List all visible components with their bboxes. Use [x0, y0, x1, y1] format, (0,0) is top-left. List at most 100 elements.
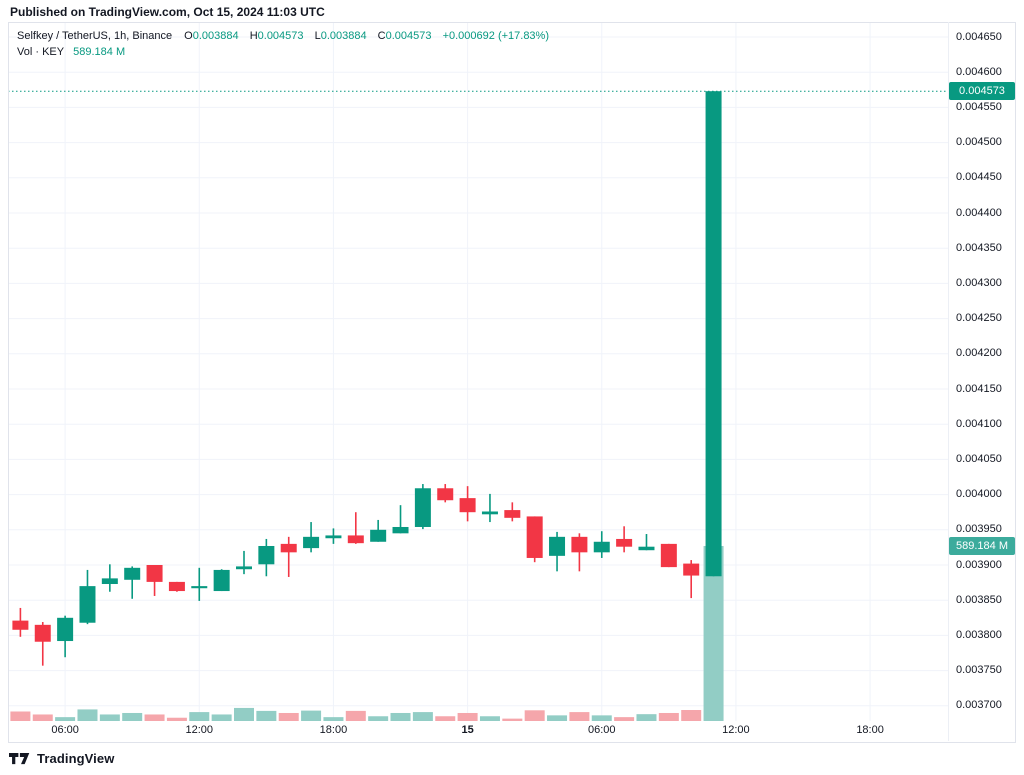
- price-tick-label: 0.004300: [956, 276, 1002, 289]
- price-axis-separator: [948, 22, 949, 741]
- candle-body: [213, 569, 230, 592]
- date-tick-label: 15: [461, 724, 474, 736]
- candle-body: [236, 566, 252, 570]
- tradingview-footer: TradingView: [9, 751, 114, 766]
- time-tick-label: 18:00: [856, 724, 884, 736]
- volume-bar: [144, 714, 165, 721]
- volume-badge: 589.184 M: [949, 537, 1015, 555]
- candle-body: [593, 541, 610, 553]
- open-value: 0.003884: [192, 30, 239, 42]
- volume-bar: [569, 712, 590, 721]
- volume-bar: [211, 714, 232, 721]
- volume-bar: [591, 715, 612, 721]
- time-tick-label: 18:00: [319, 724, 348, 736]
- chart-legend: Selfkey / TetherUS, 1h, Binance O0.00388…: [17, 28, 549, 60]
- volume-bar: [301, 710, 322, 721]
- candle-body: [437, 488, 454, 501]
- candle-body: [683, 563, 700, 576]
- price-tick-label: 0.004500: [956, 136, 1002, 149]
- candle-body: [504, 510, 521, 518]
- close-label: C: [377, 30, 386, 42]
- time-tick-label: 06:00: [51, 724, 79, 736]
- candle-body: [258, 545, 275, 565]
- candle-body: [146, 565, 163, 582]
- candle-body: [303, 536, 320, 549]
- low-value: 0.003884: [320, 30, 367, 42]
- volume-bar: [658, 712, 679, 721]
- candle-body: [481, 511, 498, 515]
- volume-bar: [234, 707, 254, 721]
- close-value: 0.004573: [385, 30, 432, 42]
- candle-body: [616, 538, 633, 547]
- candle-body: [101, 578, 118, 585]
- candle-body: [34, 624, 51, 642]
- legend-row-volume: Vol · KEY 589.184 M: [17, 44, 549, 60]
- price-tick-label: 0.003700: [956, 699, 1002, 712]
- volume-bar: [524, 710, 545, 721]
- volume-bar: [368, 716, 389, 721]
- volume-bar: [390, 712, 411, 721]
- candle-body: [526, 516, 543, 558]
- candle-body: [392, 526, 409, 534]
- price-tick-label: 0.003750: [956, 664, 1002, 677]
- symbol-title: Selfkey / TetherUS, 1h, Binance: [17, 30, 173, 42]
- price-tick-label: 0.003850: [956, 593, 1002, 606]
- volume-bar: [278, 712, 299, 721]
- price-tick-label: 0.004650: [956, 30, 1002, 43]
- price-tick-label: 0.003900: [956, 558, 1002, 571]
- volume-bar: [189, 712, 210, 721]
- time-tick-label: 06:00: [587, 724, 616, 736]
- time-tick-label: 12:00: [185, 724, 214, 736]
- legend-row-symbol: Selfkey / TetherUS, 1h, Binance O0.00388…: [17, 28, 549, 44]
- volume-bar: [256, 710, 277, 721]
- open-label: O: [184, 30, 193, 42]
- price-tick-label: 0.004150: [956, 382, 1002, 395]
- price-tick-label: 0.004450: [956, 171, 1002, 184]
- volume-bar: [345, 710, 366, 721]
- volume-bar: [681, 710, 702, 721]
- volume-label: Vol · KEY: [17, 46, 65, 58]
- volume-bar: [435, 716, 456, 721]
- volume-bar: [703, 546, 724, 721]
- published-line: Published on TradingView.com, Oct 15, 20…: [10, 5, 325, 19]
- price-tick-label: 0.003800: [956, 628, 1002, 641]
- volume-bar: [457, 712, 478, 721]
- candle-body: [191, 586, 208, 589]
- candle-body: [660, 543, 677, 568]
- last-price-badge: 0.004573: [949, 82, 1015, 100]
- volume-bar: [636, 714, 657, 721]
- candle-body: [124, 567, 141, 580]
- volume-value: 589.184 M: [73, 46, 126, 58]
- price-tick-label: 0.004400: [956, 206, 1002, 219]
- tradingview-logo-icon: [9, 752, 30, 764]
- price-tick-label: 0.004000: [956, 488, 1002, 501]
- price-tick-label: 0.004100: [956, 417, 1002, 430]
- candle-body: [638, 546, 655, 551]
- high-value: 0.004573: [257, 30, 304, 42]
- volume-bar: [99, 714, 120, 721]
- candle-body: [414, 488, 431, 527]
- volume-bar: [479, 716, 500, 721]
- tradingview-wordmark: TradingView: [37, 751, 115, 766]
- volume-bar: [412, 712, 433, 721]
- price-tick-label: 0.004350: [956, 241, 1002, 254]
- candle-body: [571, 536, 588, 553]
- volume-bar: [55, 717, 76, 721]
- candle-body: [370, 529, 387, 542]
- candle-body: [459, 498, 476, 513]
- volume-bar: [323, 717, 344, 721]
- price-tick-label: 0.004550: [956, 100, 1002, 113]
- price-tick-label: 0.004250: [956, 312, 1002, 325]
- volume-bar: [547, 715, 568, 721]
- volume-bar: [502, 718, 523, 721]
- volume-bar: [10, 711, 31, 721]
- high-label: H: [249, 30, 258, 42]
- time-tick-label: 12:00: [722, 724, 750, 736]
- candle-body: [549, 536, 566, 556]
- candle-body: [57, 617, 74, 642]
- volume-bar: [77, 709, 98, 721]
- volume-bar: [614, 717, 635, 721]
- candle-body: [347, 535, 364, 544]
